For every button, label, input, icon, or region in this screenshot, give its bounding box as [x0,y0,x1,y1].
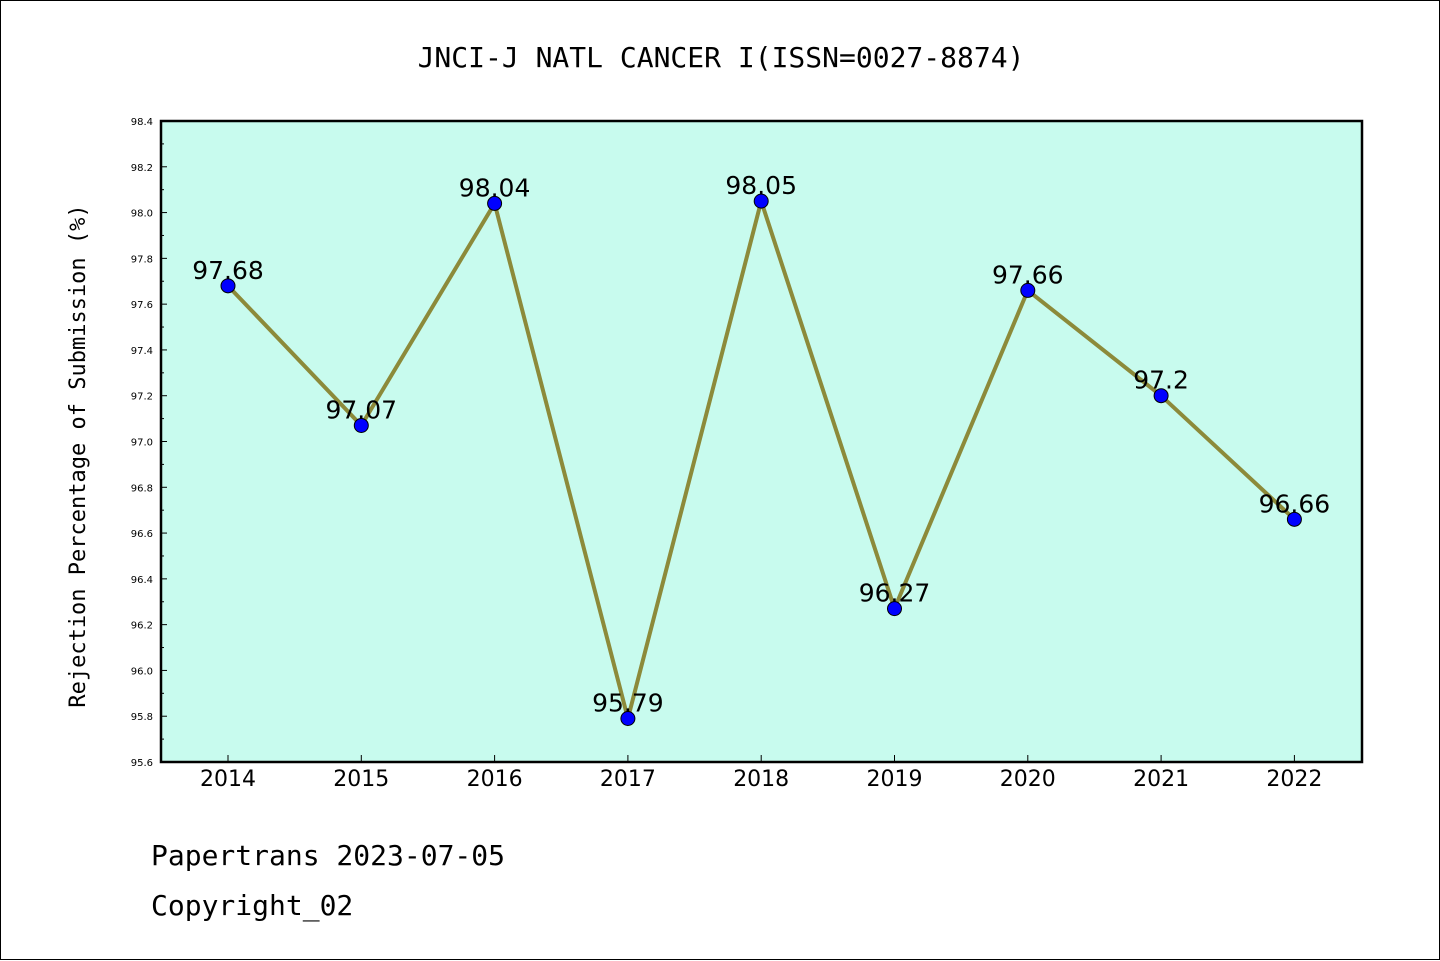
y-tick-label: 96.4 [131,575,153,586]
y-axis-ticks: 95.6 95.8 96.0 96.2 96.4 96.6 96.8 97.0 97.2 97.4… [131,117,167,769]
x-tick-label: 2016 [467,767,523,792]
y-tick-label: 97.0 [131,438,153,449]
data-markers [220,193,1302,727]
x-tick-label: 2020 [1000,767,1056,792]
data-point [620,711,636,727]
y-tick-label: 96.6 [131,529,153,540]
y-tick-label: 95.8 [131,712,153,723]
y-tick-label: 98.0 [131,209,153,220]
y-tick-label: 96.0 [131,666,153,677]
x-tick-label: 2022 [1266,767,1322,792]
data-label: 97.2 [1133,366,1189,395]
data-label: 97.66 [992,260,1064,289]
x-tick-label: 2015 [333,767,389,792]
data-label: 97.68 [192,256,264,285]
y-tick-label: 98.2 [131,163,153,174]
data-label: 95.79 [592,689,664,718]
y-tick-label: 95.6 [131,758,153,769]
x-axis-ticks: 2014 2015 2016 2017 2018 2019 2020 2021 2022 [200,755,1322,792]
data-label: 96.66 [1259,489,1331,518]
data-label: 98.05 [725,171,797,200]
y-tick-label: 96.8 [131,483,153,494]
y-tick-label: 97.8 [131,254,153,265]
y-axis-label: Rejection Percentage of Submission (%) [66,204,91,707]
data-point [1286,511,1302,527]
y-tick-label: 97.2 [131,392,153,403]
plot-area [159,119,1364,764]
x-tick-label: 2019 [867,767,923,792]
data-point [487,195,503,211]
y-tick-label: 97.6 [131,300,153,311]
chart-title: JNCI-J NATL CANCER I(ISSN=0027-8874) [418,41,1025,74]
data-point [353,417,369,433]
data-label: 96.27 [859,579,931,608]
x-tick-label: 2021 [1133,767,1189,792]
footer-copyright: Copyright_02 [151,889,353,923]
y-tick-label: 98.4 [131,117,153,128]
x-tick-label: 2017 [600,767,656,792]
y-tick-label: 96.2 [131,621,153,632]
data-point [1153,388,1169,404]
data-point [887,601,902,617]
data-point [220,278,236,294]
y-tick-label: 97.4 [131,346,153,357]
data-label: 98.04 [459,173,531,202]
data-point [753,193,769,209]
x-tick-label: 2014 [200,767,256,792]
x-tick-label: 2018 [733,767,789,792]
data-labels: 97.68 97.07 98.04 95.79 98.05 96.27 97.66 97.2 9… [192,171,1330,717]
footer-date: Papertrans 2023-07-05 [151,839,505,872]
data-point [1020,282,1036,298]
data-label: 97.07 [326,395,398,424]
